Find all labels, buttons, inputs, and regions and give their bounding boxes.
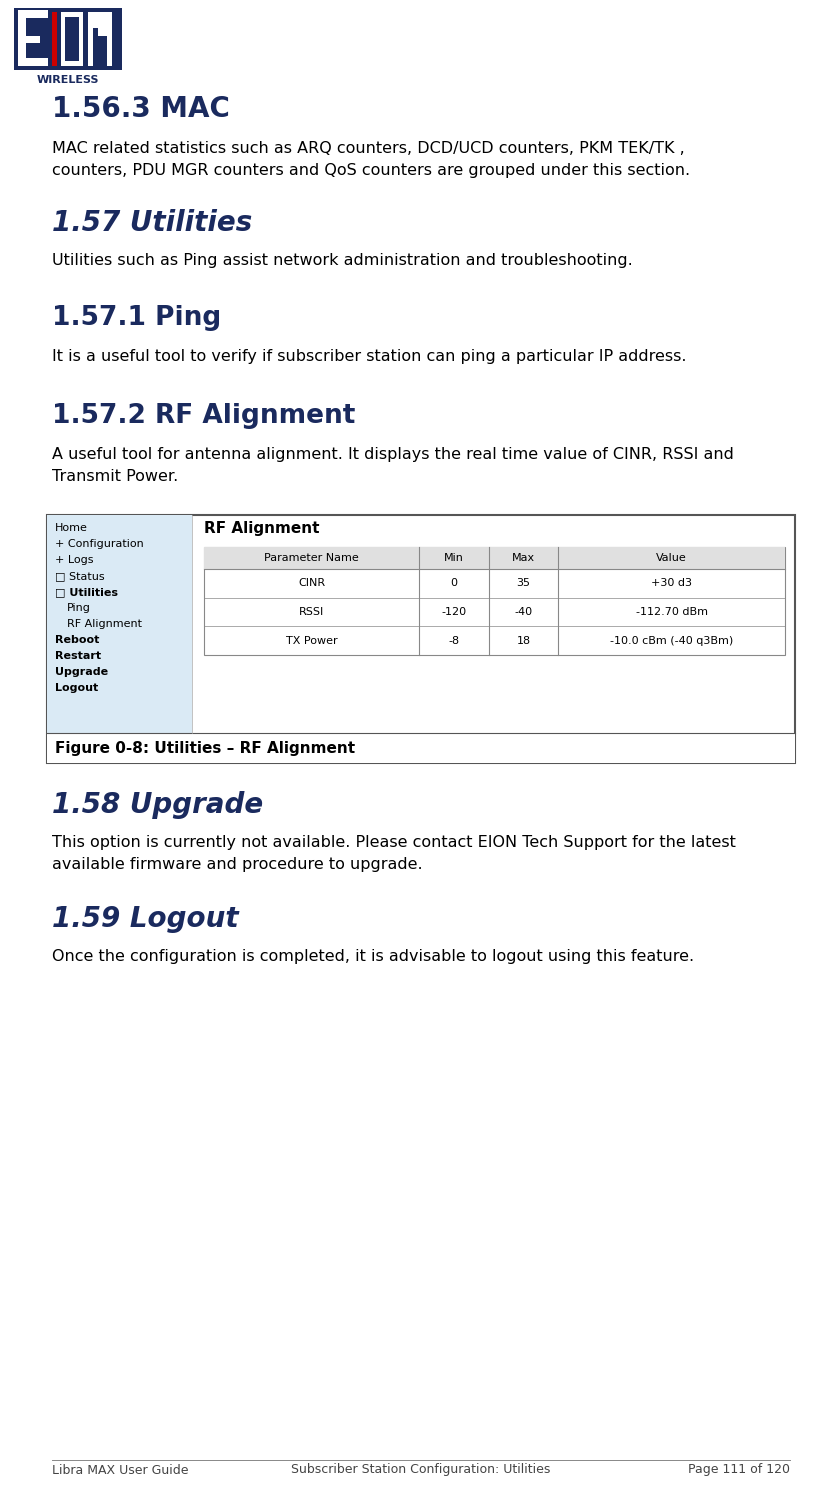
Text: 1.57 Utilities: 1.57 Utilities [52, 209, 252, 237]
Bar [204, 548, 785, 656]
Text: -112.70 dBm: -112.70 dBm [635, 608, 708, 616]
Text: □ Utilities: □ Utilities [55, 586, 118, 597]
Text: 1.57.2 RF Alignment: 1.57.2 RF Alignment [52, 404, 355, 429]
Text: +30 d3: +30 d3 [651, 579, 692, 588]
Bar [88, 12, 112, 20]
Bar [47, 514, 192, 734]
Text: This option is currently not available. Please contact EION Tech Support for the: This option is currently not available. … [52, 836, 736, 872]
Text: Utilities such as Ping assist network administration and troubleshooting.: Utilities such as Ping assist network ad… [52, 254, 633, 268]
Text: Min: Min [444, 554, 464, 562]
Bar [18, 58, 48, 66]
Bar [88, 12, 93, 66]
Text: □ Status: □ Status [55, 572, 104, 580]
Text: + Logs: + Logs [55, 555, 94, 566]
Text: Subscriber Station Configuration: Utilities: Subscriber Station Configuration: Utilit… [291, 1464, 551, 1476]
Text: Reboot: Reboot [55, 634, 99, 645]
Text: -8: -8 [448, 636, 460, 645]
Bar [98, 26, 108, 36]
Text: 0: 0 [451, 579, 457, 588]
Text: + Configuration: + Configuration [55, 538, 144, 549]
Text: 1.56.3 MAC: 1.56.3 MAC [52, 94, 230, 123]
Text: Libra MAX User Guide: Libra MAX User Guide [52, 1464, 188, 1476]
Text: WIRELESS: WIRELESS [37, 75, 99, 86]
Bar [107, 12, 112, 66]
Text: Figure 0-8: Utilities – RF Alignment: Figure 0-8: Utilities – RF Alignment [55, 741, 355, 756]
Text: A useful tool for antenna alignment. It displays the real time value of CINR, RS: A useful tool for antenna alignment. It … [52, 447, 734, 483]
Text: It is a useful tool to verify if subscriber station can ping a particular IP add: It is a useful tool to verify if subscri… [52, 350, 686, 364]
Bar [204, 548, 785, 568]
Bar [47, 734, 795, 764]
Bar [65, 16, 79, 62]
Bar [18, 12, 26, 66]
Text: Parameter Name: Parameter Name [264, 554, 359, 562]
Text: RF Alignment: RF Alignment [67, 620, 142, 628]
Text: 1.58 Upgrade: 1.58 Upgrade [52, 790, 263, 819]
Bar [52, 12, 57, 66]
Text: Value: Value [656, 554, 687, 562]
Text: CINR: CINR [298, 579, 325, 588]
Text: RSSI: RSSI [298, 608, 324, 616]
Bar [61, 12, 83, 66]
Text: Home: Home [55, 524, 88, 532]
Text: MAC related statistics such as ARQ counters, DCD/UCD counters, PKM TEK/TK ,
coun: MAC related statistics such as ARQ count… [52, 141, 691, 177]
Text: Logout: Logout [55, 682, 99, 693]
Text: -40: -40 [514, 608, 533, 616]
Text: Ping: Ping [67, 603, 91, 613]
Text: Once the configuration is completed, it is advisable to logout using this featur: Once the configuration is completed, it … [52, 950, 694, 964]
Text: Upgrade: Upgrade [55, 668, 108, 676]
Text: 35: 35 [517, 579, 531, 588]
Text: Max: Max [512, 554, 535, 562]
Bar [47, 514, 795, 764]
Text: Page 111 of 120: Page 111 of 120 [688, 1464, 790, 1476]
Text: -120: -120 [441, 608, 466, 616]
Text: RF Alignment: RF Alignment [204, 520, 319, 536]
Text: TX Power: TX Power [286, 636, 337, 645]
Bar [18, 10, 48, 18]
Text: 1.59 Logout: 1.59 Logout [52, 904, 238, 933]
Text: -10.0 cBm (-40 q3Bm): -10.0 cBm (-40 q3Bm) [610, 636, 733, 645]
Bar [18, 36, 40, 44]
Bar [93, 18, 108, 28]
Text: 1.57.1 Ping: 1.57.1 Ping [52, 304, 222, 332]
Text: Restart: Restart [55, 651, 101, 662]
Text: 18: 18 [517, 636, 531, 645]
Bar [14, 8, 122, 70]
